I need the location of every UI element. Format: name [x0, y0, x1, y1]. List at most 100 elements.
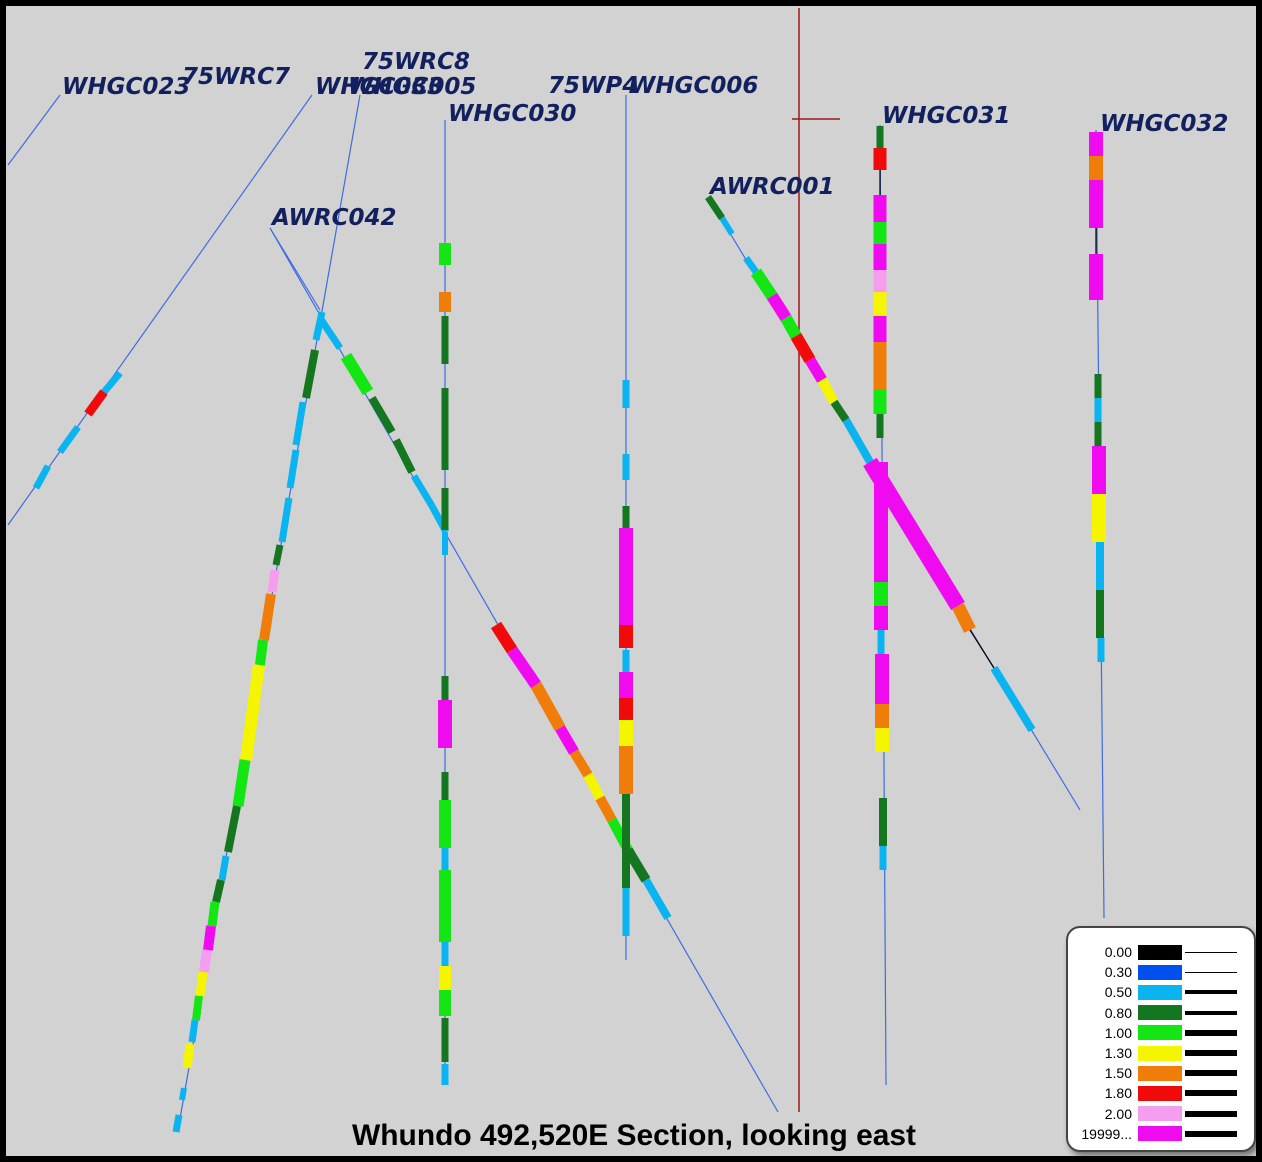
legend-line-weight [1185, 1130, 1237, 1137]
legend-row: 1.00 [1076, 1023, 1244, 1043]
assay-interval [642, 877, 672, 921]
assay-interval [199, 949, 212, 973]
assay-interval [507, 646, 541, 689]
assay-interval [101, 370, 123, 395]
assay-interval [57, 424, 81, 455]
legend-swatch [1138, 1025, 1182, 1041]
assay-interval [84, 389, 108, 417]
assay-interval [172, 1114, 183, 1133]
assay-interval [751, 268, 777, 300]
assay-interval [224, 805, 241, 853]
hole-label: WHGC023 [62, 74, 190, 100]
assay-interval [990, 665, 1036, 733]
legend-value: 0.30 [1104, 964, 1132, 981]
assay-interval [766, 292, 792, 322]
hole-label: 75WP4 [548, 73, 638, 99]
legend-row: 0.80 [1076, 1003, 1244, 1023]
legend-swatch [1138, 964, 1182, 980]
assay-interval [195, 971, 208, 997]
assay-interval [218, 855, 230, 881]
assay-interval [292, 401, 307, 446]
legend-line-weight [1185, 1090, 1237, 1097]
hole-label: 75WRC8 [362, 49, 470, 75]
assay-interval [790, 332, 816, 364]
legend-value: 1.00 [1104, 1024, 1132, 1041]
assay-interval [830, 399, 850, 423]
legend-line-weight [1185, 1050, 1237, 1057]
assay-interval [583, 772, 605, 801]
legend-swatch [1138, 1106, 1182, 1122]
hole-label: WHGC031 [882, 103, 1010, 129]
legend-swatch [1138, 1045, 1182, 1061]
grade-legend: 0.00 0.30 0.50 0.80 1.00 1.30 1.50 1.80 2.00 1999… [1066, 926, 1256, 1152]
hole-label: WHGC032 [1100, 111, 1228, 137]
legend-swatch [1138, 984, 1182, 1000]
assay-interval [232, 759, 251, 807]
assay-interval [317, 316, 343, 350]
reference-line [792, 8, 840, 1112]
assay-interval [259, 593, 276, 641]
assay-intervals [32, 126, 1106, 1133]
assay-interval [188, 1019, 199, 1043]
legend-line-weight [1185, 951, 1237, 953]
assay-interval [272, 544, 284, 566]
legend-swatch [1138, 1085, 1182, 1101]
drill-traces [7, 94, 1105, 1131]
legend-value: 1.50 [1104, 1065, 1132, 1082]
hole-label: AWRC042 [270, 205, 397, 231]
assay-interval [312, 311, 326, 341]
legend-line-weight [1185, 1110, 1237, 1117]
assay-interval [368, 395, 396, 435]
legend-row: 19999... [1076, 1124, 1244, 1144]
legend-line-weight [1185, 1029, 1237, 1036]
assay-interval [192, 995, 203, 1021]
hole-label: WHGC033 [315, 74, 443, 100]
assay-interval [780, 315, 802, 339]
legend-value: 1.30 [1104, 1045, 1132, 1062]
assay-interval [623, 847, 651, 883]
legend-row: 0.50 [1076, 982, 1244, 1002]
legend-value: 0.80 [1104, 1004, 1132, 1021]
legend-row: 2.00 [1076, 1104, 1244, 1124]
legend-line-weight [1185, 990, 1237, 995]
assay-interval [817, 377, 839, 405]
assay-interval [705, 195, 725, 220]
assay-interval [207, 901, 220, 927]
assay-interval [842, 418, 874, 464]
legend-line-weight [1185, 971, 1237, 973]
assay-interval [952, 603, 976, 633]
hole-label: WHGC030 [448, 101, 576, 127]
assay-interval [719, 216, 735, 236]
assay-interval [267, 569, 280, 593]
legend-row: 1.30 [1076, 1043, 1244, 1063]
hole-label: AWRC001 [708, 174, 835, 200]
legend-line-weight [1185, 1010, 1237, 1015]
assay-interval [805, 357, 827, 383]
assay-interval [240, 664, 265, 761]
assay-interval [530, 682, 566, 731]
assay-interval [182, 1043, 195, 1069]
trace-75wrc7 [7, 94, 313, 526]
assay-interval [302, 349, 319, 399]
cross-section-plot: WHGC023 75WRC7 75WRC8 WHGC033 WHGC005 WH… [7, 8, 1228, 1152]
assay-interval [340, 352, 374, 396]
hole-label: 75WRC7 [182, 64, 290, 90]
legend-value: 1.80 [1104, 1085, 1132, 1102]
assay-interval [490, 621, 518, 654]
legend-swatch [1138, 1126, 1182, 1142]
assay-interval [569, 749, 593, 778]
assay-interval [32, 464, 52, 490]
hole-label: WHGC005 [348, 74, 476, 100]
legend-row: 1.80 [1076, 1083, 1244, 1103]
assay-interval [743, 255, 759, 275]
assay-interval [179, 1087, 187, 1101]
assay-interval [203, 925, 216, 951]
legend-row: 0.00 [1076, 942, 1244, 962]
trace-whgc023 [7, 94, 61, 166]
legend-value: 0.50 [1104, 984, 1132, 1001]
hole-label: WHGC006 [630, 73, 758, 99]
assay-interval [286, 449, 300, 489]
null-interval [969, 629, 995, 669]
legend-value: 0.00 [1104, 944, 1132, 961]
